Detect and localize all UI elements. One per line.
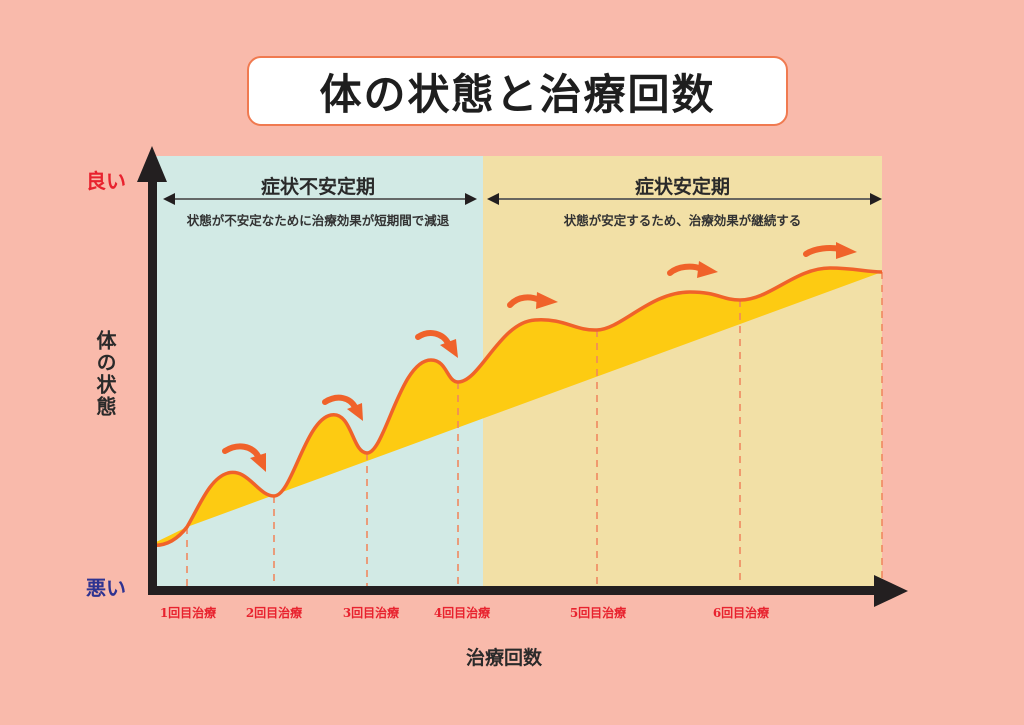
x-axis-title: 治療回数 [466,647,543,669]
treatment-markers [186,272,883,586]
x-tick-treatment-2: 2回目治療 [245,606,303,620]
arrowhead-sustained-3 [836,242,857,259]
effect-decline-arrow-2 [322,394,358,410]
arrowhead-decline-3 [440,339,458,358]
unstable-phase-range-arrow [163,193,477,205]
arrowhead-decline-1 [250,453,266,472]
improvement-area [150,268,882,546]
y-axis [137,146,167,594]
x-axis [148,575,908,607]
x-axis-arrow-icon [874,575,908,607]
y-axis-good-label: 良い [86,169,126,193]
x-tick-treatment-3: 3回目治療 [342,606,400,620]
x-tick-treatment-1: 1回目治療 [159,606,217,620]
stable-phase-title: 症状安定期 [634,176,730,198]
arrowhead-sustained-1 [536,292,558,309]
effect-decline-arrow-1 [222,443,261,459]
arrowhead-sustained-2 [697,261,718,278]
unstable-phase-title: 症状不安定期 [260,176,375,198]
effect-decline-arrow-3 [415,330,451,346]
x-tick-treatment-5: 5回目治療 [569,606,627,620]
stable-phase-range-arrow [487,193,882,205]
unstable-phase-description: 状態が不安定なために治療効果が短期間で減退 [186,213,450,228]
body-state-curve [149,266,883,548]
page-title: 体の状態と治療回数 [319,69,716,119]
arrowhead-decline-2 [347,403,363,421]
y-axis-bad-label: 悪い [86,576,126,600]
y-axis-title: 体の状態 [93,330,117,418]
x-tick-treatment-6: 6回目治療 [712,606,770,620]
stable-phase-description: 状態が安定するため、治療効果が継続する [563,213,802,228]
x-tick-treatment-4: 4回目治療 [433,606,491,620]
y-axis-arrow-icon [137,146,167,182]
title-box: 体の状態と治療回数 [247,56,788,126]
